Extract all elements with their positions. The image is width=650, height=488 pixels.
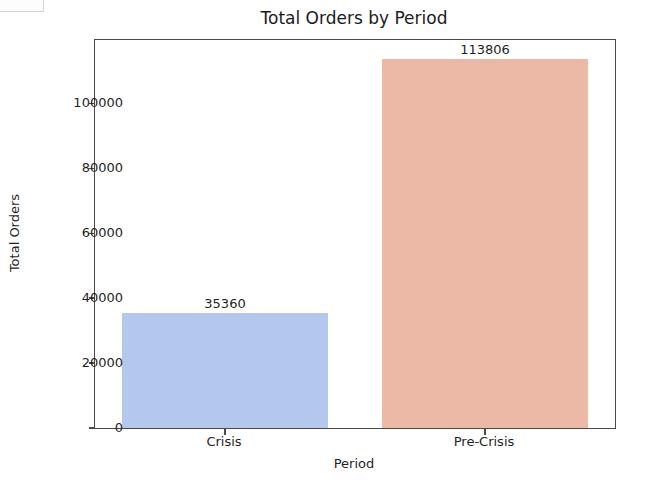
figure: Total Orders by Period Total Orders 3536… xyxy=(0,0,650,488)
y-tick-label: 100000 xyxy=(73,95,123,110)
bar-pre-crisis xyxy=(382,59,588,429)
x-tick-label: Crisis xyxy=(206,434,241,449)
y-tick-label: 0 xyxy=(115,420,123,435)
y-tick-label: 40000 xyxy=(82,290,123,305)
x-tick-label: Pre-Crisis xyxy=(454,434,515,449)
y-axis-label: Total Orders xyxy=(7,194,22,272)
chart-title: Total Orders by Period xyxy=(94,8,614,28)
x-axis-label: Period xyxy=(94,456,614,471)
y-tick-mark xyxy=(89,427,95,428)
bar-value-label: 35360 xyxy=(204,296,245,311)
y-tick-label: 60000 xyxy=(82,225,123,240)
bar-value-label: 113806 xyxy=(460,42,510,57)
bar-crisis xyxy=(122,313,328,428)
screen-corner-artifact xyxy=(0,0,44,12)
plot-area: 35360 113806 xyxy=(94,39,616,429)
y-tick-label: 20000 xyxy=(82,355,123,370)
y-tick-label: 80000 xyxy=(82,160,123,175)
